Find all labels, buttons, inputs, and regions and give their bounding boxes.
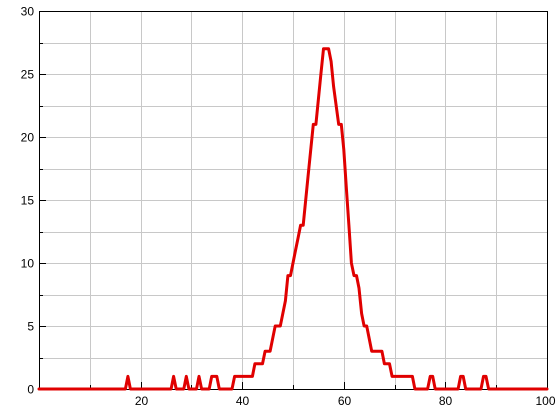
grid <box>39 11 547 389</box>
y-tick-label: 5 <box>27 320 34 334</box>
x-axis-ticks: 20 40 60 80 100 <box>135 382 556 408</box>
y-tick-label: 20 <box>21 131 35 145</box>
minor-ticks <box>39 43 497 389</box>
y-tick-label: 0 <box>27 383 34 397</box>
x-tick-label: 80 <box>439 394 453 408</box>
y-tick-label: 10 <box>21 257 35 271</box>
x-tick-label: 20 <box>135 394 149 408</box>
x-tick-label: 100 <box>535 394 555 408</box>
x-tick-label: 60 <box>338 394 352 408</box>
y-axis-ticks: 0 5 10 15 20 25 30 <box>21 5 46 397</box>
y-tick-label: 25 <box>21 68 35 82</box>
y-tick-label: 15 <box>21 194 35 208</box>
y-tick-label: 30 <box>21 5 35 19</box>
series-line <box>37 47 549 391</box>
x-tick-label: 40 <box>236 394 250 408</box>
